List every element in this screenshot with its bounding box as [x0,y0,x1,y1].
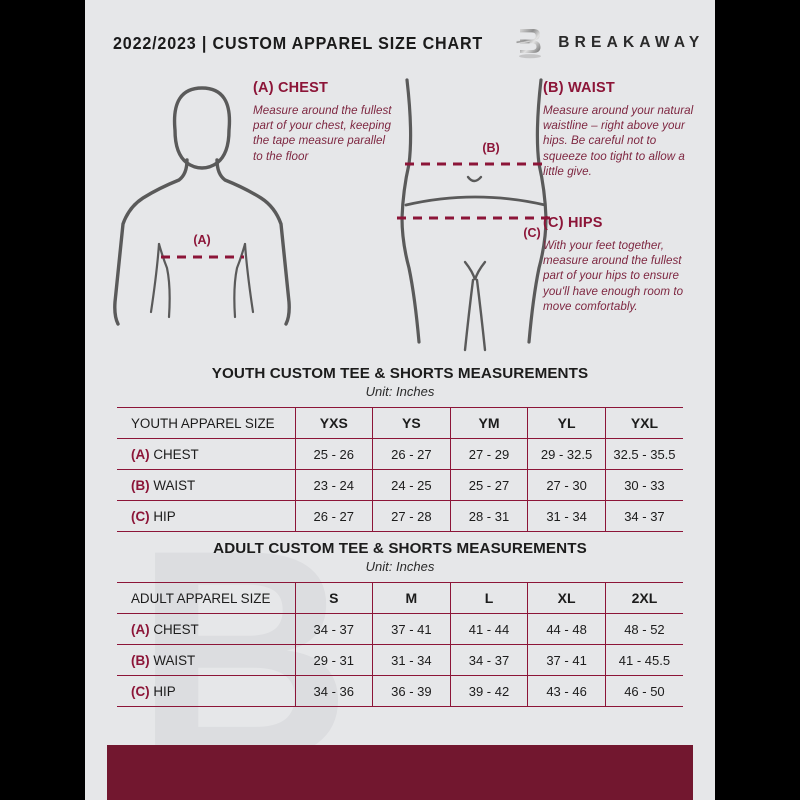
table-cell: 27 - 30 [527,469,606,501]
document-sheet: B 2022/2023 | CUSTOM APPAREL SIZE CHART [85,0,715,800]
bottom-accent-bar [107,745,693,800]
table-cell: 26 - 27 [372,438,451,470]
table-cell: 36 - 39 [372,675,451,707]
table-cell: 25 - 26 [295,438,374,470]
table-header-row: ADULT APPAREL SIZE S M L XL 2XL [117,582,683,614]
table-row: (A) CHEST 34 - 37 37 - 41 41 - 44 44 - 48 48 … [117,613,683,645]
table-cell: 26 - 27 [295,500,374,532]
adult-size-column-header: S [295,582,374,614]
youth-row-label: (A) CHEST [117,438,296,470]
note-waist-body: Measure around your natural waistline – … [543,104,694,178]
table-cell: 32.5 - 35.5 [605,438,683,470]
note-hips-body: With your feet together, measure around … [543,239,684,313]
adult-size-column-header: L [450,582,529,614]
table-cell: 41 - 44 [450,613,529,645]
table-cell: 34 - 36 [295,675,374,707]
note-chest-body: Measure around the fullest part of your … [253,104,392,163]
table-cell: 34 - 37 [605,500,683,532]
table-row: (C) HIP 34 - 36 36 - 39 39 - 42 43 - 46 46 - … [117,675,683,707]
adult-size-header: ADULT APPAREL SIZE [117,582,296,614]
table-cell: 29 - 31 [295,644,374,676]
table-header-row: YOUTH APPAREL SIZE YXS YS YM YL YXL [117,407,683,439]
note-waist: (B) WAIST Measure around your natural wa… [543,80,695,179]
table-cell: 29 - 32.5 [527,438,606,470]
hips-measure-label: (C) [523,226,540,240]
table-cell: 48 - 52 [605,613,683,645]
measure-tag: (B) [131,652,150,668]
adult-table-unit: Unit: Inches [365,559,435,574]
section-adult: ADULT CUSTOM TEE & SHORTS MEASUREMENTS U… [85,540,715,707]
table-cell: 37 - 41 [527,644,606,676]
hips-diagram: (B) (C) [397,78,553,352]
adult-row-label: (B) WAIST [117,644,296,676]
note-hips-title: (C) HIPS [543,215,603,231]
page-header: 2022/2023 | CUSTOM APPAREL SIZE CHART [85,24,715,62]
torso-diagram: (A) [113,86,291,326]
table-cell: 30 - 33 [605,469,683,501]
table-cell: 25 - 27 [450,469,529,501]
youth-size-table: YOUTH APPAREL SIZE YXS YS YM YL YXL (A) CHEST… [117,407,683,532]
table-cell: 44 - 48 [527,613,606,645]
measure-tag: (A) [131,446,150,462]
adult-size-column-header: 2XL [605,582,683,614]
table-row: (C) HIP 26 - 27 27 - 28 28 - 31 31 - 34 34 - … [117,500,683,532]
table-row: (A) CHEST 25 - 26 26 - 27 27 - 29 29 - 32.5 3… [117,438,683,470]
note-chest: (A) CHEST Measure around the fullest par… [253,80,393,164]
youth-size-column-header: YXS [295,407,374,439]
table-cell: 34 - 37 [450,644,529,676]
table-cell: 43 - 46 [527,675,606,707]
measure-tag: (C) [131,683,150,699]
table-cell: 24 - 25 [372,469,451,501]
adult-table-title: ADULT CUSTOM TEE & SHORTS MEASUREMENTS [213,540,587,557]
youth-size-column-header: YXL [605,407,683,439]
section-youth: YOUTH CUSTOM TEE & SHORTS MEASUREMENTS U… [85,365,715,532]
breakaway-b-logo-icon [516,29,542,59]
youth-table-unit: Unit: Inches [365,384,435,399]
measure-tag: (B) [131,477,150,493]
youth-table-title: YOUTH CUSTOM TEE & SHORTS MEASUREMENTS [211,365,589,382]
youth-row-label: (C) HIP [117,500,296,532]
waist-measure-label: (B) [482,141,499,155]
youth-size-column-header: YM [450,407,529,439]
adult-size-column-header: M [372,582,451,614]
measurement-figures: (A) [85,72,715,362]
note-chest-title: (A) CHEST [253,80,329,96]
brand-name: BREAKAWAY [558,34,705,51]
page-title: 2022/2023 | CUSTOM APPAREL SIZE CHART [113,32,484,53]
adult-row-label: (C) HIP [117,675,296,707]
table-row: (B) WAIST 23 - 24 24 - 25 25 - 27 27 - 30 30 … [117,469,683,501]
table-cell: 37 - 41 [372,613,451,645]
youth-size-column-header: YS [372,407,451,439]
table-cell: 23 - 24 [295,469,374,501]
chest-measure-label: (A) [193,233,210,247]
table-cell: 27 - 28 [372,500,451,532]
brand-lockup: BREAKAWAY [515,26,704,60]
table-cell: 31 - 34 [527,500,606,532]
adult-size-column-header: XL [527,582,606,614]
table-cell: 46 - 50 [605,675,683,707]
adult-size-table: ADULT APPAREL SIZE S M L XL 2XL (A) CHEST 34 -… [117,582,683,707]
measure-tag: (C) [131,508,150,524]
youth-row-label: (B) WAIST [117,469,296,501]
youth-size-column-header: YL [527,407,606,439]
table-row: (B) WAIST 29 - 31 31 - 34 34 - 37 37 - 41 41 … [117,644,683,676]
table-cell: 28 - 31 [450,500,529,532]
table-cell: 34 - 37 [295,613,374,645]
table-cell: 31 - 34 [372,644,451,676]
note-waist-title: (B) WAIST [543,80,615,96]
youth-size-header: YOUTH APPAREL SIZE [117,407,296,439]
table-cell: 39 - 42 [450,675,529,707]
table-cell: 41 - 45.5 [605,644,683,676]
note-hips: (C) HIPS With your feet together, measur… [543,215,695,314]
adult-row-label: (A) CHEST [117,613,296,645]
table-cell: 27 - 29 [450,438,529,470]
measure-tag: (A) [131,621,150,637]
